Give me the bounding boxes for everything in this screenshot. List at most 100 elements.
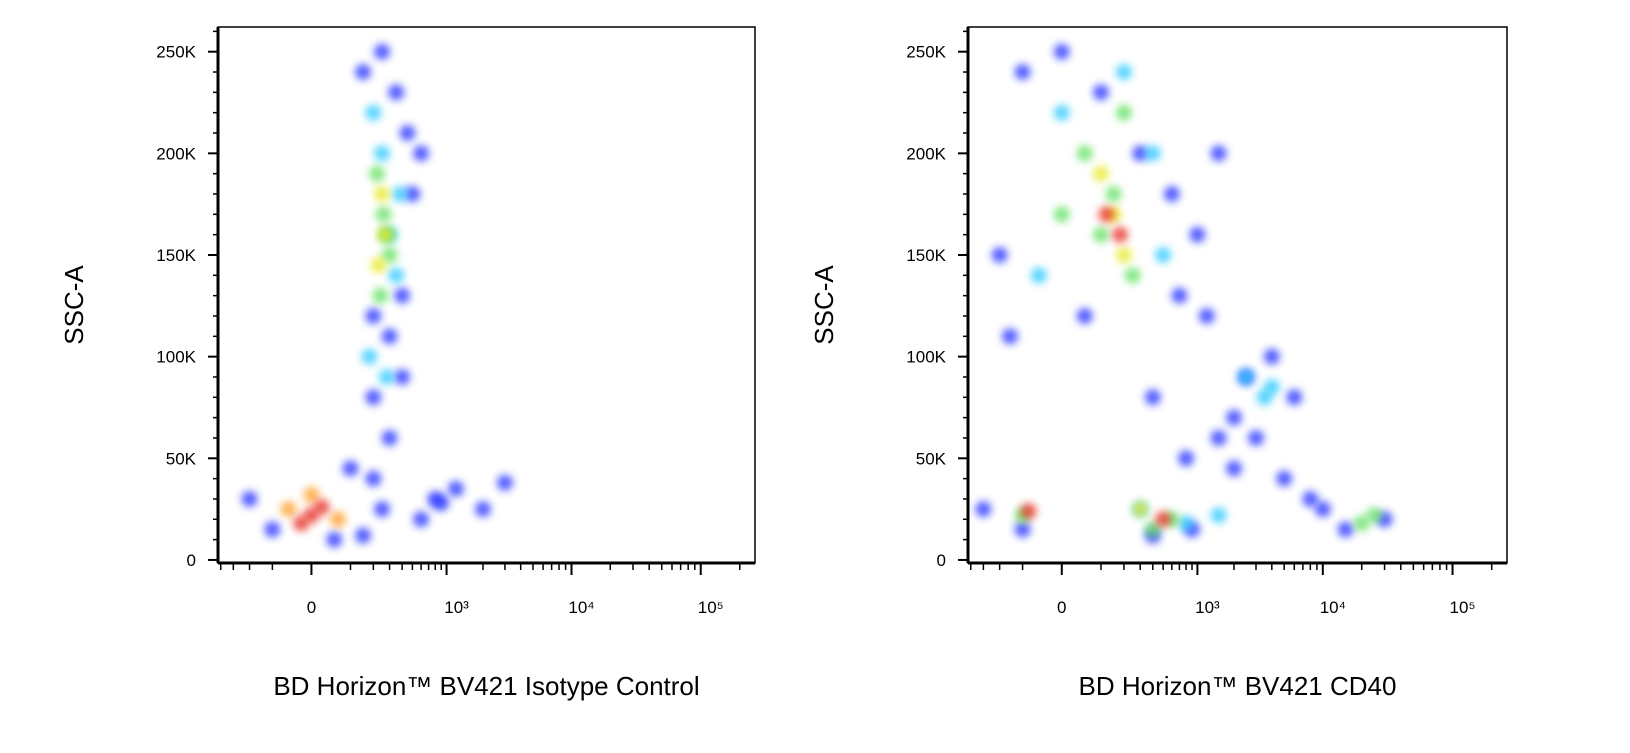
data-point (388, 84, 405, 101)
data-point (365, 389, 382, 406)
data-point (391, 186, 408, 203)
data-point (388, 267, 405, 284)
data-point (368, 165, 385, 182)
x-tick-label: 10³ (444, 598, 469, 617)
data-point (1001, 328, 1018, 345)
data-point (374, 145, 391, 162)
data-point (280, 501, 297, 518)
data-point (1076, 145, 1093, 162)
data-point (313, 499, 330, 516)
data-point (1263, 348, 1280, 365)
x-tick-label: 10⁴ (568, 598, 594, 617)
data-point (293, 515, 310, 532)
data-point (342, 460, 359, 477)
data-point (1132, 501, 1149, 518)
data-point (1014, 64, 1031, 81)
data-point (1210, 429, 1227, 446)
data-point (1337, 521, 1354, 538)
data-point (1171, 287, 1188, 304)
data-point (1178, 450, 1195, 467)
y-tick-label: 200K (906, 144, 946, 163)
x-axis-label: BD Horizon™ BV421 Isotype Control (273, 671, 699, 701)
data-point (1144, 521, 1161, 538)
plot-background (218, 27, 755, 563)
data-point (374, 501, 391, 518)
plot-background (968, 27, 1507, 563)
plot-area (968, 27, 1507, 563)
data-point (1263, 379, 1280, 396)
y-tick-label: 0 (937, 551, 946, 570)
data-point (1112, 226, 1129, 243)
data-point (1155, 246, 1172, 263)
data-point (1020, 503, 1037, 520)
data-point (365, 307, 382, 324)
data-point (365, 104, 382, 121)
data-point (264, 521, 281, 538)
y-tick-label: 50K (916, 449, 947, 468)
data-point (975, 501, 992, 518)
data-point (1092, 165, 1109, 182)
data-point (1115, 64, 1132, 81)
data-point (381, 246, 398, 263)
data-point (361, 348, 378, 365)
data-point (1076, 307, 1093, 324)
data-point (447, 480, 464, 497)
y-tick-label: 50K (166, 449, 197, 468)
data-point (372, 287, 389, 304)
data-point (1124, 267, 1141, 284)
data-point (1353, 515, 1370, 532)
data-point (1210, 145, 1227, 162)
data-point (377, 226, 394, 243)
x-axis-label: BD Horizon™ BV421 CD40 (1079, 671, 1397, 701)
data-point (241, 490, 258, 507)
data-point (1163, 186, 1180, 203)
plot-area (218, 27, 755, 563)
data-point (1132, 145, 1149, 162)
y-axis-label: SSC-A (59, 265, 89, 345)
data-point (1302, 490, 1319, 507)
x-tick-label: 10³ (1195, 598, 1220, 617)
data-point (375, 206, 392, 223)
data-point (1115, 104, 1132, 121)
data-point (1115, 246, 1132, 263)
data-point (413, 511, 430, 528)
data-point (399, 125, 416, 142)
data-point (381, 328, 398, 345)
data-point (1053, 43, 1070, 60)
data-point (329, 511, 346, 528)
data-point (1092, 226, 1109, 243)
x-tick-label: 10⁴ (1320, 598, 1346, 617)
data-point (378, 368, 395, 385)
data-point (1014, 521, 1031, 538)
data-point (1030, 267, 1047, 284)
y-tick-label: 150K (906, 246, 946, 265)
data-point (1144, 389, 1161, 406)
y-tick-label: 0 (187, 551, 196, 570)
data-point (1098, 206, 1115, 223)
data-point (394, 368, 411, 385)
data-point (1238, 368, 1255, 385)
data-point (1105, 186, 1122, 203)
y-tick-label: 100K (156, 348, 196, 367)
data-point (355, 64, 372, 81)
data-point (394, 287, 411, 304)
data-point (1155, 511, 1172, 528)
data-point (991, 246, 1008, 263)
data-point (1198, 307, 1215, 324)
data-point (370, 257, 387, 274)
y-tick-label: 250K (156, 43, 196, 62)
data-point (1144, 145, 1161, 162)
data-point (374, 43, 391, 60)
x-tick-label: 10⁵ (698, 598, 724, 617)
data-point (1189, 226, 1206, 243)
data-point (374, 186, 391, 203)
x-tick-label: 10⁵ (1450, 598, 1476, 617)
data-point (1248, 429, 1265, 446)
y-tick-label: 100K (906, 348, 946, 367)
data-point (355, 527, 372, 544)
x-tick-label: 0 (307, 598, 316, 617)
data-point (496, 474, 513, 491)
data-point (1366, 507, 1383, 524)
data-point (1210, 507, 1227, 524)
